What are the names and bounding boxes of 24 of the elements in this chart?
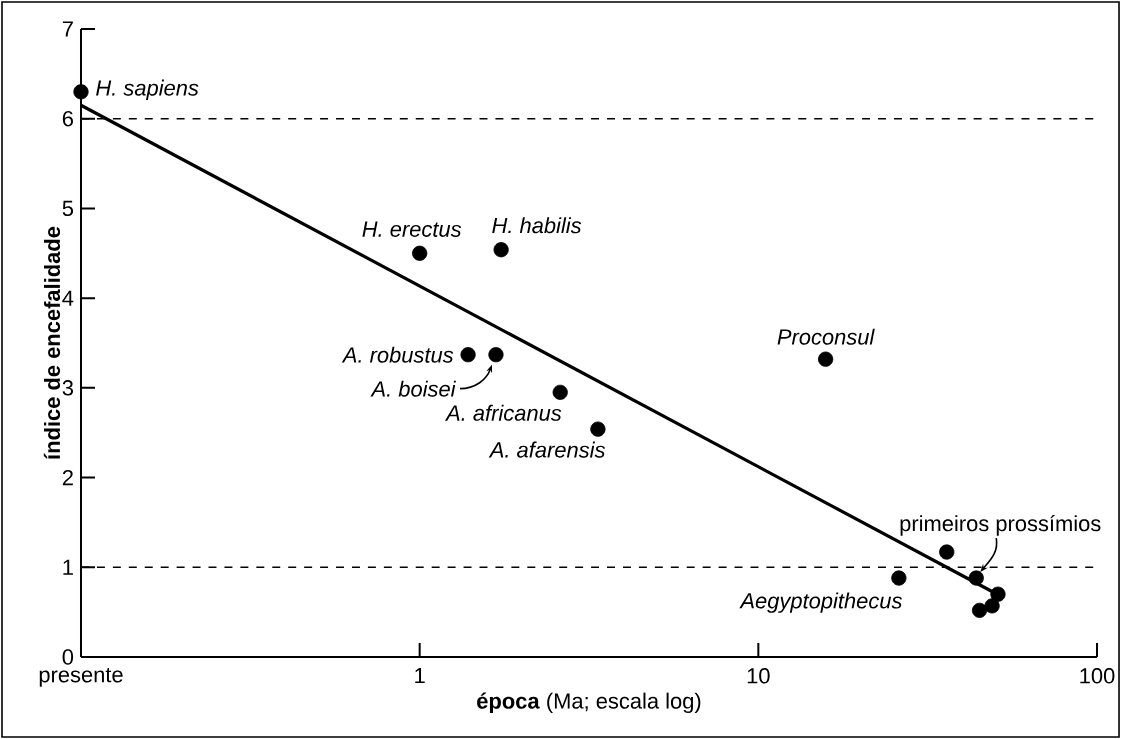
x-tick-label: 100 — [1080, 668, 1115, 684]
annotation: H. erectus — [362, 221, 462, 237]
annotation: H. sapiens — [96, 79, 199, 101]
annotation: A. robustus — [341, 346, 454, 363]
annotation: Proconsul — [777, 328, 875, 345]
annotation: A. boisei — [370, 380, 457, 397]
x-tick-label: presente — [39, 668, 123, 687]
annotation: A. africanus — [444, 404, 562, 421]
annotation: A. afarensis — [488, 441, 606, 458]
y-tick-label: 2 — [62, 469, 73, 486]
annotation: Aegyptopithecus — [739, 592, 902, 613]
y-tick-label: 0 — [62, 649, 74, 665]
annotation: H. habilis — [492, 217, 582, 234]
y-axis-title: índice de encefalidade — [43, 226, 61, 459]
x-tick-label: 1 — [415, 668, 425, 684]
x-axis-title: época (Ma; escala log) — [477, 692, 701, 714]
y-tick-label: 6 — [62, 110, 73, 127]
y-tick-label: 4 — [62, 290, 74, 306]
y-tick-label: 5 — [62, 200, 74, 217]
y-tick-label: 3 — [62, 380, 73, 396]
y-tick-label: 1 — [63, 559, 73, 575]
y-tick-label: 7 — [62, 21, 73, 37]
x-tick-label: 10 — [747, 668, 770, 684]
annotation: primeiros prossímios — [900, 514, 1101, 536]
